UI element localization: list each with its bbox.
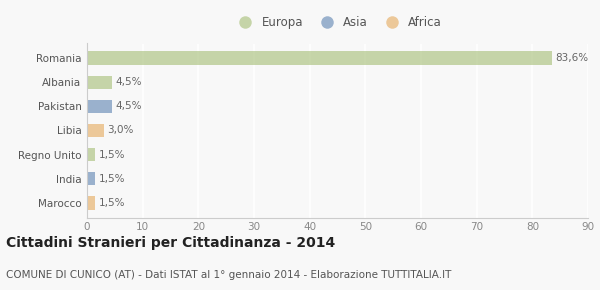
Legend: Europa, Asia, Africa: Europa, Asia, Africa [229,12,446,34]
Bar [87,124,104,137]
Bar [87,148,95,161]
Bar [87,76,112,89]
Bar [87,172,95,185]
Text: 83,6%: 83,6% [556,53,589,63]
Text: 1,5%: 1,5% [98,198,125,208]
Text: 1,5%: 1,5% [98,150,125,160]
Text: 4,5%: 4,5% [115,77,142,87]
Bar [87,100,112,113]
Text: 3,0%: 3,0% [107,126,133,135]
Bar [87,196,95,210]
Text: COMUNE DI CUNICO (AT) - Dati ISTAT al 1° gennaio 2014 - Elaborazione TUTTITALIA.: COMUNE DI CUNICO (AT) - Dati ISTAT al 1°… [6,270,451,280]
Text: Cittadini Stranieri per Cittadinanza - 2014: Cittadini Stranieri per Cittadinanza - 2… [6,236,335,250]
Bar [87,51,553,65]
Text: 4,5%: 4,5% [115,101,142,111]
Text: 1,5%: 1,5% [98,174,125,184]
